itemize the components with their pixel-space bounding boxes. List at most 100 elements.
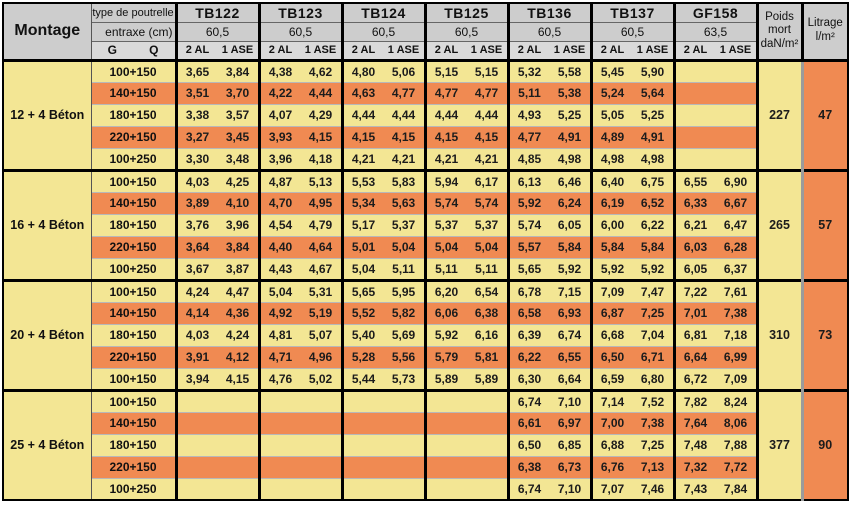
value-cell (672, 147, 716, 170)
value-cell: 4,21 (466, 147, 508, 170)
value-cell: 5,13 (300, 170, 342, 192)
value-cell (257, 433, 301, 456)
value-cell: 5,24 (589, 81, 633, 104)
value-cell: 3,48 (217, 147, 259, 170)
value-cell: 7,07 (589, 477, 633, 500)
value-cell: 5,65 (506, 257, 550, 280)
value-cell: 5,92 (549, 257, 591, 280)
montage-cell: 16 + 4 Béton (3, 170, 91, 280)
table-row: 140+150 3,89 4,10 4,70 4,95 5,34 5,63 5,74 5,74 5… (3, 191, 848, 214)
value-cell: 6,30 (506, 367, 550, 390)
value-cell (340, 390, 384, 412)
row-label: 140+150 (90, 191, 176, 214)
value-cell (423, 455, 467, 478)
value-cell: 6,22 (506, 345, 550, 368)
value-cell: 3,76 (174, 213, 218, 236)
value-cell (715, 81, 757, 104)
value-cell: 3,64 (174, 235, 218, 258)
table-row: 100+150 3,94 4,15 4,76 5,02 5,44 5,73 5,89 5,89 6… (3, 367, 848, 390)
two-al-header: 2 AL (506, 40, 550, 60)
value-cell: 5,84 (549, 235, 591, 258)
value-cell: 6,13 (506, 170, 550, 192)
value-cell: 4,22 (257, 81, 301, 104)
value-cell: 4,81 (257, 323, 301, 346)
value-cell: 6,97 (549, 411, 591, 434)
value-cell: 7,25 (632, 433, 674, 456)
table-row: 180+150 6,50 6,85 6,88 7,25 7,48 7,88 (3, 433, 848, 456)
value-cell: 6,75 (632, 170, 674, 192)
value-cell: 5,32 (506, 60, 550, 82)
value-cell: 8,06 (715, 411, 757, 434)
montage-block: 25 + 4 Béton 100+150 6,74 7,10 7,14 7,52 7,82 8… (3, 390, 848, 500)
value-cell: 5,84 (589, 235, 633, 258)
beam-header-tb136: TB136 (506, 3, 591, 22)
row-label: 100+250 (90, 477, 176, 500)
value-cell: 4,18 (300, 147, 342, 170)
value-cell: 5,58 (549, 60, 591, 82)
value-cell: 4,43 (257, 257, 301, 280)
value-cell: 3,38 (174, 103, 218, 126)
value-cell: 5,45 (589, 60, 633, 82)
value-cell (466, 433, 508, 456)
value-cell: 4,67 (300, 257, 342, 280)
value-cell: 6,80 (632, 367, 674, 390)
beam-header-tb124: TB124 (340, 3, 425, 22)
value-cell: 4,44 (383, 103, 425, 126)
value-cell (174, 477, 218, 500)
value-cell: 5,73 (383, 367, 425, 390)
value-cell: 5,34 (340, 191, 384, 214)
header-row-entraxe: entraxe (cm) 60,5 60,5 60,5 60,5 60,5 60,5 63,5 (3, 21, 848, 41)
value-cell (672, 125, 716, 148)
value-cell: 4,79 (300, 213, 342, 236)
value-cell: 6,61 (506, 411, 550, 434)
value-cell: 5,89 (423, 367, 467, 390)
value-cell: 6,24 (549, 191, 591, 214)
value-cell: 5,74 (506, 213, 550, 236)
value-cell (383, 433, 425, 456)
value-cell (257, 455, 301, 478)
value-cell: 3,96 (217, 213, 259, 236)
value-cell: 4,77 (383, 81, 425, 104)
entraxe-value: 60,5 (423, 21, 508, 41)
value-cell (466, 455, 508, 478)
table-row: 140+150 3,51 3,70 4,22 4,44 4,63 4,77 4,77 4,77 5… (3, 81, 848, 104)
row-label: 140+150 (90, 81, 176, 104)
entraxe-value: 60,5 (589, 21, 674, 41)
value-cell: 4,98 (632, 147, 674, 170)
g-column-header: G (90, 40, 133, 60)
value-cell: 6,03 (672, 235, 716, 258)
entraxe-value: 60,5 (506, 21, 591, 41)
value-cell: 4,93 (506, 103, 550, 126)
value-cell: 3,45 (217, 125, 259, 148)
value-cell: 4,62 (300, 60, 342, 82)
beam-header-tb125: TB125 (423, 3, 508, 22)
value-cell: 7,10 (549, 477, 591, 500)
value-cell: 4,15 (383, 125, 425, 148)
poids-mort-cell: 310 (755, 280, 802, 390)
row-label: 220+150 (90, 125, 176, 148)
table-row: 180+150 4,03 4,24 4,81 5,07 5,40 5,69 5,92 6,16 6… (3, 323, 848, 346)
value-cell: 5,37 (423, 213, 467, 236)
montage-block: 16 + 4 Béton 100+150 4,03 4,25 4,87 5,13 5,53 5… (3, 170, 848, 280)
value-cell: 6,52 (632, 191, 674, 214)
value-cell: 6,87 (589, 301, 633, 324)
value-cell: 5,06 (383, 60, 425, 82)
value-cell (466, 411, 508, 434)
value-cell: 6,55 (672, 170, 716, 192)
beam-load-table: Montage type de poutrelle TB122 TB123 TB124 T… (2, 2, 849, 501)
montage-cell: 25 + 4 Béton (3, 390, 91, 500)
row-label: 220+150 (90, 455, 176, 478)
value-cell (257, 411, 301, 434)
value-cell: 4,98 (549, 147, 591, 170)
value-cell: 5,11 (506, 81, 550, 104)
value-cell: 3,57 (217, 103, 259, 126)
one-ase-header: 1 ASE (300, 40, 342, 60)
value-cell: 3,91 (174, 345, 218, 368)
value-cell: 5,82 (383, 301, 425, 324)
type-de-poutrelle-header: type de poutrelle (90, 3, 176, 22)
value-cell (217, 433, 259, 456)
value-cell: 4,03 (174, 170, 218, 192)
value-cell: 4,44 (300, 81, 342, 104)
value-cell: 5,15 (423, 60, 467, 82)
value-cell: 6,20 (423, 280, 467, 302)
